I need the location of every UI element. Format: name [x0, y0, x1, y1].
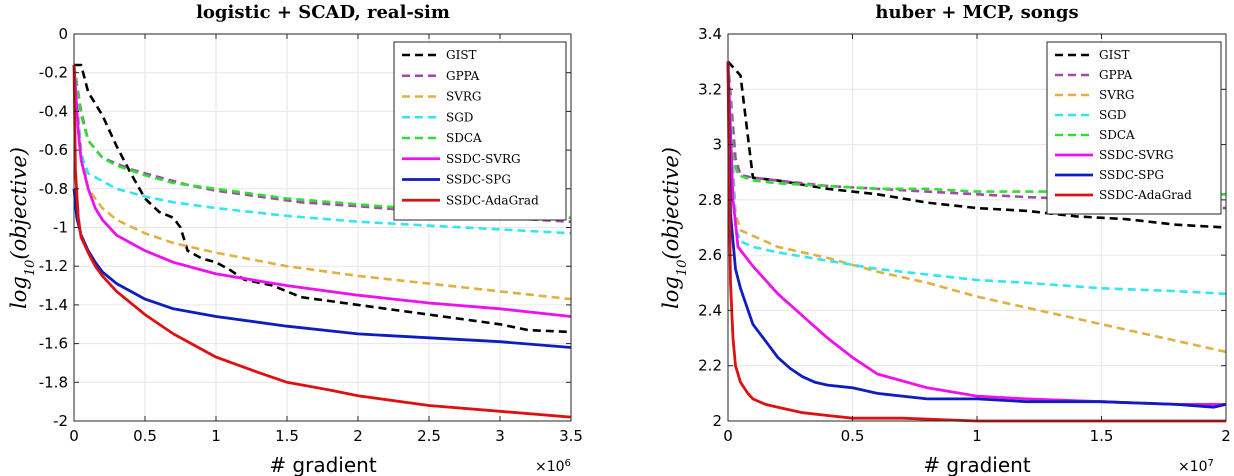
y-tick-label: -0.2	[39, 64, 68, 82]
series-line-gist	[727, 60, 1227, 229]
series-line-ssdc-spg	[726, 61, 1227, 409]
x-tick-label: 0.5	[133, 427, 157, 445]
x-tick-label: 0.5	[841, 427, 865, 445]
legend-label: SSDC-SPG	[1099, 168, 1164, 182]
series-line-gist	[74, 63, 572, 334]
legend: GIST GPPA SVRG SGD SDCA SSDC-SVRG SSDC-SPG SSDC…	[1046, 41, 1222, 215]
y-tick-label: 3.4	[698, 25, 722, 43]
y-tick-label: 0	[58, 25, 68, 43]
legend-label: SSDC-SPG	[446, 173, 511, 187]
y-tick-label: -1.8	[39, 373, 68, 391]
series-line-ssdc-svrg	[72, 64, 572, 318]
legend-box	[393, 41, 567, 221]
y-tick-label: 3.2	[698, 80, 722, 98]
legend: GIST GPPA SVRG SGD SDCA SSDC-SVRG SSDC-SPG SSDC…	[393, 41, 567, 221]
series-line-sgd	[72, 64, 572, 235]
y-tick-label: 2.2	[698, 357, 722, 375]
x-tick-label: 2	[353, 427, 363, 445]
x-tick-label: 1	[211, 427, 221, 445]
series-group	[726, 60, 1227, 423]
series-group	[72, 63, 572, 419]
x-tick-label: 2	[1221, 427, 1231, 445]
x-tick-label: 3.5	[559, 427, 583, 445]
chart-title: logistic + SCAD, real-sim	[196, 2, 450, 23]
legend-label: GIST	[446, 48, 477, 62]
x-tick-label: 1	[972, 427, 982, 445]
x-axis-label: # gradient	[923, 453, 1031, 476]
y-tick-label: -2	[53, 412, 68, 430]
legend-label: SGD	[446, 110, 473, 124]
x-tick-label: 3	[495, 427, 505, 445]
x-axis-label: # gradient	[269, 453, 377, 476]
y-axis-label: log10(objective)	[659, 147, 690, 309]
tick-labels: 0 0.5 1 1.5 2 2.5 3 3.5 0 -0.2 -0.4 -0.6 -0.8 -1 -1.2 -…	[39, 25, 583, 445]
series-line-ssdc-adagrad	[72, 64, 572, 419]
x-axis-multiplier: ×107	[1178, 458, 1214, 476]
y-axis-label: log10(objective)	[7, 147, 38, 309]
tick-labels: 0 0.5 1 1.5 2 2 2.2 2.4 2.6 2.8 3 3.2 3.4	[698, 25, 1231, 445]
series-line-ssdc-adagrad	[726, 61, 1226, 423]
y-tick-label: -0.6	[39, 141, 68, 159]
legend-box	[1046, 41, 1222, 215]
y-tick-label: -0.4	[39, 102, 68, 120]
y-tick-label: -1	[53, 219, 68, 237]
y-tick-label: -0.8	[39, 180, 68, 198]
chart-logistic-scad: logistic + SCAD, real-sim # gradient log…	[7, 2, 583, 476]
legend-label: SVRG	[1099, 88, 1135, 102]
legend-label: SSDC-AdaGrad	[1099, 188, 1192, 202]
chart-title: huber + MCP, songs	[875, 2, 1078, 23]
x-tick-label: 2.5	[417, 427, 441, 445]
x-tick-label: 0	[723, 427, 733, 445]
y-tick-label: 2	[712, 412, 722, 430]
legend-label: SSDC-AdaGrad	[446, 193, 539, 207]
legend-label: SDCA	[446, 131, 482, 145]
legend-label: GPPA	[446, 69, 480, 83]
y-tick-label: -1.6	[39, 335, 68, 353]
legend-label: GIST	[1099, 48, 1130, 62]
legend-label: SGD	[1099, 108, 1126, 122]
series-line-sdca	[726, 61, 1226, 196]
x-tick-label: 1.5	[275, 427, 299, 445]
chart-huber-mcp: huber + MCP, songs # gradient log10(obje…	[659, 2, 1231, 476]
y-tick-label: 2.4	[698, 301, 722, 319]
x-tick-label: 1.5	[1090, 427, 1114, 445]
y-tick-label: 2.8	[698, 191, 722, 209]
legend-label: GPPA	[1099, 68, 1133, 82]
legend-label: SSDC-SVRG	[446, 152, 521, 166]
y-tick-label: 3	[712, 136, 722, 154]
legend-label: SSDC-SVRG	[1099, 148, 1174, 162]
legend-label: SDCA	[1099, 128, 1135, 142]
series-line-svrg	[726, 61, 1227, 354]
x-tick-label: 0	[69, 427, 79, 445]
y-tick-label: 2.6	[698, 246, 722, 264]
x-axis-multiplier: ×106	[535, 458, 571, 476]
y-tick-label: -1.2	[39, 257, 68, 275]
legend-label: SVRG	[446, 90, 482, 104]
y-tick-label: -1.4	[39, 296, 68, 314]
